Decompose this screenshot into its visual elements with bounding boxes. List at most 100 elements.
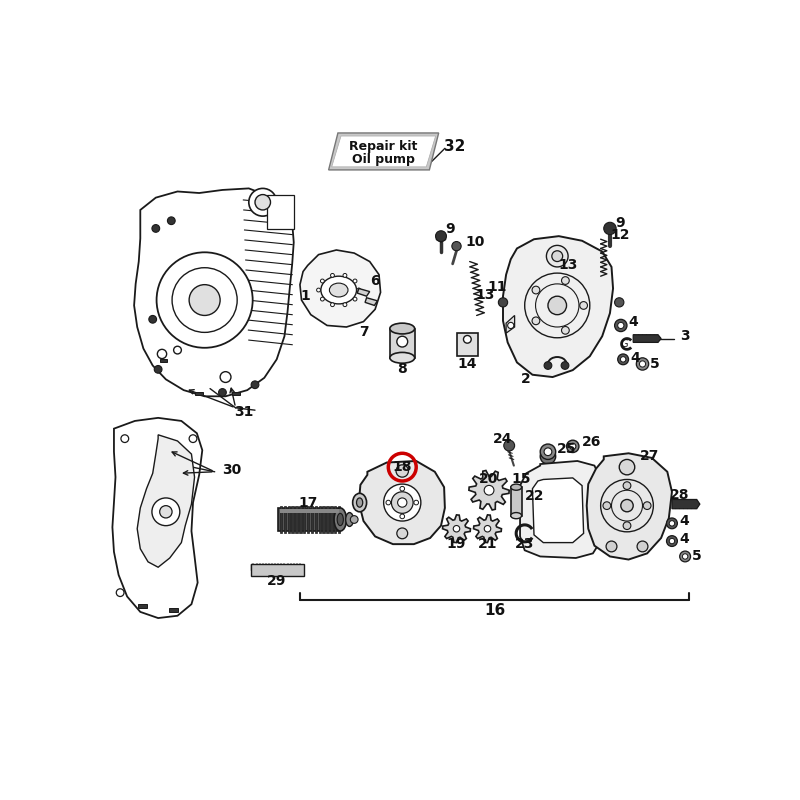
Circle shape <box>618 354 629 365</box>
Polygon shape <box>365 298 378 306</box>
Polygon shape <box>436 231 446 242</box>
Ellipse shape <box>337 514 343 526</box>
Text: 7: 7 <box>358 325 368 338</box>
Circle shape <box>504 440 514 451</box>
Text: 30: 30 <box>222 463 242 478</box>
Circle shape <box>508 322 514 329</box>
Text: 4: 4 <box>630 350 640 365</box>
Text: 22: 22 <box>525 490 544 503</box>
Circle shape <box>386 500 390 505</box>
Circle shape <box>544 448 552 455</box>
Polygon shape <box>634 334 661 342</box>
Circle shape <box>452 242 461 250</box>
Text: 16: 16 <box>485 603 506 618</box>
Polygon shape <box>586 454 672 559</box>
Circle shape <box>619 459 634 475</box>
Circle shape <box>357 288 361 292</box>
Circle shape <box>158 350 166 358</box>
Circle shape <box>570 443 576 450</box>
Circle shape <box>566 440 579 453</box>
Circle shape <box>454 526 460 532</box>
Ellipse shape <box>390 353 414 363</box>
Circle shape <box>317 288 321 292</box>
Circle shape <box>330 274 334 278</box>
Circle shape <box>149 315 157 323</box>
Text: 11: 11 <box>487 280 507 294</box>
Circle shape <box>532 317 540 325</box>
Polygon shape <box>280 510 338 514</box>
Circle shape <box>546 246 568 267</box>
Polygon shape <box>390 329 414 358</box>
Circle shape <box>623 522 631 530</box>
Text: 4: 4 <box>629 314 638 329</box>
Circle shape <box>637 541 648 552</box>
Ellipse shape <box>334 508 346 531</box>
Circle shape <box>172 268 237 332</box>
Circle shape <box>603 502 610 510</box>
Polygon shape <box>280 506 282 534</box>
Text: 2: 2 <box>522 372 531 386</box>
Polygon shape <box>322 506 325 534</box>
Circle shape <box>435 230 446 242</box>
Circle shape <box>343 302 347 306</box>
Polygon shape <box>329 133 438 170</box>
Circle shape <box>604 222 616 234</box>
Text: 18: 18 <box>393 460 412 474</box>
Circle shape <box>189 434 197 442</box>
Polygon shape <box>300 250 381 327</box>
Text: 20: 20 <box>479 473 498 486</box>
Circle shape <box>540 444 556 459</box>
Polygon shape <box>672 499 700 509</box>
Ellipse shape <box>357 498 362 507</box>
Circle shape <box>621 357 626 362</box>
Circle shape <box>484 486 494 495</box>
Polygon shape <box>332 136 435 167</box>
Circle shape <box>396 465 409 477</box>
Text: 8: 8 <box>398 362 407 375</box>
Circle shape <box>414 500 418 505</box>
Circle shape <box>670 538 674 544</box>
Text: 14: 14 <box>458 357 477 371</box>
Circle shape <box>666 518 678 529</box>
Text: 15: 15 <box>511 473 531 486</box>
Polygon shape <box>307 506 310 534</box>
Polygon shape <box>287 506 290 534</box>
Polygon shape <box>330 506 333 534</box>
Polygon shape <box>358 289 370 296</box>
Circle shape <box>397 336 408 347</box>
Circle shape <box>540 449 556 464</box>
Circle shape <box>618 322 624 329</box>
Circle shape <box>152 498 180 526</box>
Polygon shape <box>138 435 194 567</box>
Text: 28: 28 <box>670 488 690 502</box>
Circle shape <box>251 381 259 389</box>
Circle shape <box>174 346 182 354</box>
Polygon shape <box>334 506 336 534</box>
Circle shape <box>167 217 175 225</box>
Polygon shape <box>299 506 302 534</box>
Circle shape <box>321 297 324 301</box>
Circle shape <box>353 279 357 283</box>
Text: 5: 5 <box>650 357 660 371</box>
Circle shape <box>614 298 624 307</box>
Circle shape <box>498 298 508 307</box>
Bar <box>251 564 304 577</box>
Bar <box>138 604 147 608</box>
Text: 10: 10 <box>466 235 485 250</box>
Ellipse shape <box>346 513 354 526</box>
Polygon shape <box>284 506 286 534</box>
Circle shape <box>343 274 347 278</box>
Text: 4: 4 <box>680 532 690 546</box>
Ellipse shape <box>510 484 522 490</box>
Text: 3: 3 <box>680 330 690 343</box>
Polygon shape <box>469 470 509 510</box>
Circle shape <box>321 279 324 283</box>
Circle shape <box>330 302 334 306</box>
Circle shape <box>636 358 649 370</box>
Polygon shape <box>314 506 317 534</box>
Circle shape <box>218 389 226 396</box>
Text: G: G <box>620 339 628 349</box>
Circle shape <box>552 250 562 262</box>
Polygon shape <box>533 478 584 542</box>
Circle shape <box>160 506 172 518</box>
